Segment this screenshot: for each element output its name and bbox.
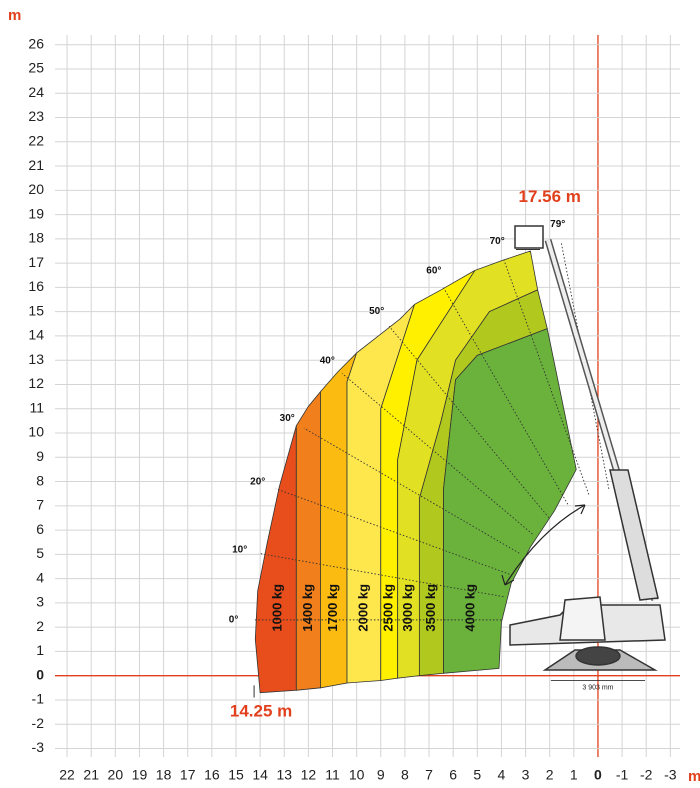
- x-tick-label: 13: [276, 767, 292, 783]
- x-tick-label: 0: [594, 767, 602, 783]
- x-tick-label: 17: [180, 767, 196, 783]
- y-tick-label: 18: [28, 230, 44, 246]
- angle-label: 0°: [229, 615, 239, 626]
- y-tick-label: 1: [36, 642, 44, 658]
- angle-label: 40°: [320, 356, 335, 367]
- x-tick-label: 19: [132, 767, 148, 783]
- chart: 222120191817161514131211109876543210-1-2…: [0, 0, 700, 788]
- max-reach-label: 14.25 m: [230, 702, 292, 721]
- load-zone: [296, 392, 320, 691]
- x-tick-label: 16: [204, 767, 220, 783]
- y-tick-label: 26: [28, 35, 44, 51]
- x-axis-label: m: [688, 768, 700, 785]
- y-tick-label: 0: [36, 666, 44, 682]
- angle-label: 20°: [250, 477, 265, 488]
- wheel: [576, 647, 620, 665]
- x-tick-label: -3: [664, 767, 677, 783]
- x-tick-label: 3: [522, 767, 530, 783]
- y-tick-label: 3: [36, 594, 44, 610]
- y-tick-label: 20: [28, 181, 44, 197]
- y-tick-label: 22: [28, 132, 44, 148]
- zone-label: 4000 kg: [463, 584, 478, 632]
- x-tick-label: 20: [108, 767, 124, 783]
- base-width-label: 3 903 mm: [582, 685, 613, 692]
- x-tick-label: 5: [473, 767, 481, 783]
- angle-label: 30°: [280, 413, 295, 424]
- zone-label: 2500 kg: [381, 584, 396, 632]
- x-tick-label: -1: [616, 767, 629, 783]
- zone-label: 2000 kg: [355, 584, 370, 632]
- x-tick-label: 4: [498, 767, 506, 783]
- zone-label: 1700 kg: [325, 584, 340, 632]
- max-height-label: 17.56 m: [518, 187, 580, 206]
- y-tick-label: 7: [36, 497, 44, 513]
- x-tick-label: 21: [83, 767, 99, 783]
- y-tick-label: 12: [28, 375, 44, 391]
- x-tick-label: 11: [325, 767, 340, 783]
- x-tick-label: -2: [640, 767, 653, 783]
- y-tick-label: 17: [28, 254, 44, 270]
- x-tick-label: 18: [156, 767, 172, 783]
- y-tick-label: 16: [28, 278, 44, 294]
- load-zone: [255, 426, 296, 693]
- angle-label: 70°: [490, 236, 505, 247]
- y-tick-label: 9: [36, 448, 44, 464]
- y-tick-label: 11: [29, 399, 44, 415]
- x-tick-label: 15: [228, 767, 244, 783]
- y-tick-label: 19: [28, 205, 44, 221]
- y-axis-label: m: [8, 7, 21, 24]
- x-tick-label: 9: [377, 767, 385, 783]
- zone-label: 1000 kg: [270, 584, 285, 632]
- zone-label: 3500 kg: [423, 584, 438, 632]
- y-tick-label: 2: [36, 618, 44, 634]
- x-tick-label: 22: [59, 767, 75, 783]
- x-tick-label: 7: [425, 767, 433, 783]
- x-tick-label: 6: [449, 767, 457, 783]
- zone-label: 1400 kg: [300, 584, 315, 632]
- y-tick-label: 23: [28, 108, 44, 124]
- x-tick-label: 8: [401, 767, 409, 783]
- x-tick-label: 2: [546, 767, 554, 783]
- angle-label: 50°: [369, 306, 384, 317]
- y-tick-label: 25: [28, 60, 44, 76]
- y-tick-label: -3: [32, 739, 45, 755]
- x-tick-label: 10: [349, 767, 365, 783]
- y-tick-label: 5: [36, 545, 44, 561]
- y-tick-label: 15: [28, 302, 44, 318]
- angle-label: 10°: [232, 545, 247, 556]
- angle-label: 79°: [550, 219, 565, 230]
- zone-label: 3000 kg: [400, 584, 415, 632]
- angle-label: 60°: [426, 266, 441, 277]
- boom-cylinder: [610, 470, 658, 600]
- x-tick-label: 1: [570, 767, 578, 783]
- y-tick-label: -1: [32, 691, 45, 707]
- y-tick-label: -2: [32, 715, 45, 731]
- x-tick-label: 14: [252, 767, 268, 783]
- y-tick-label: 6: [36, 521, 44, 537]
- y-tick-label: 8: [36, 472, 44, 488]
- y-tick-label: 13: [28, 351, 44, 367]
- x-tick-label: 12: [301, 767, 317, 783]
- y-tick-label: 21: [28, 157, 44, 173]
- cab: [560, 597, 605, 640]
- fork-carriage: [515, 226, 543, 248]
- y-tick-label: 4: [36, 569, 44, 585]
- y-tick-label: 10: [28, 424, 44, 440]
- y-tick-label: 14: [28, 327, 44, 343]
- y-tick-label: 24: [28, 84, 44, 100]
